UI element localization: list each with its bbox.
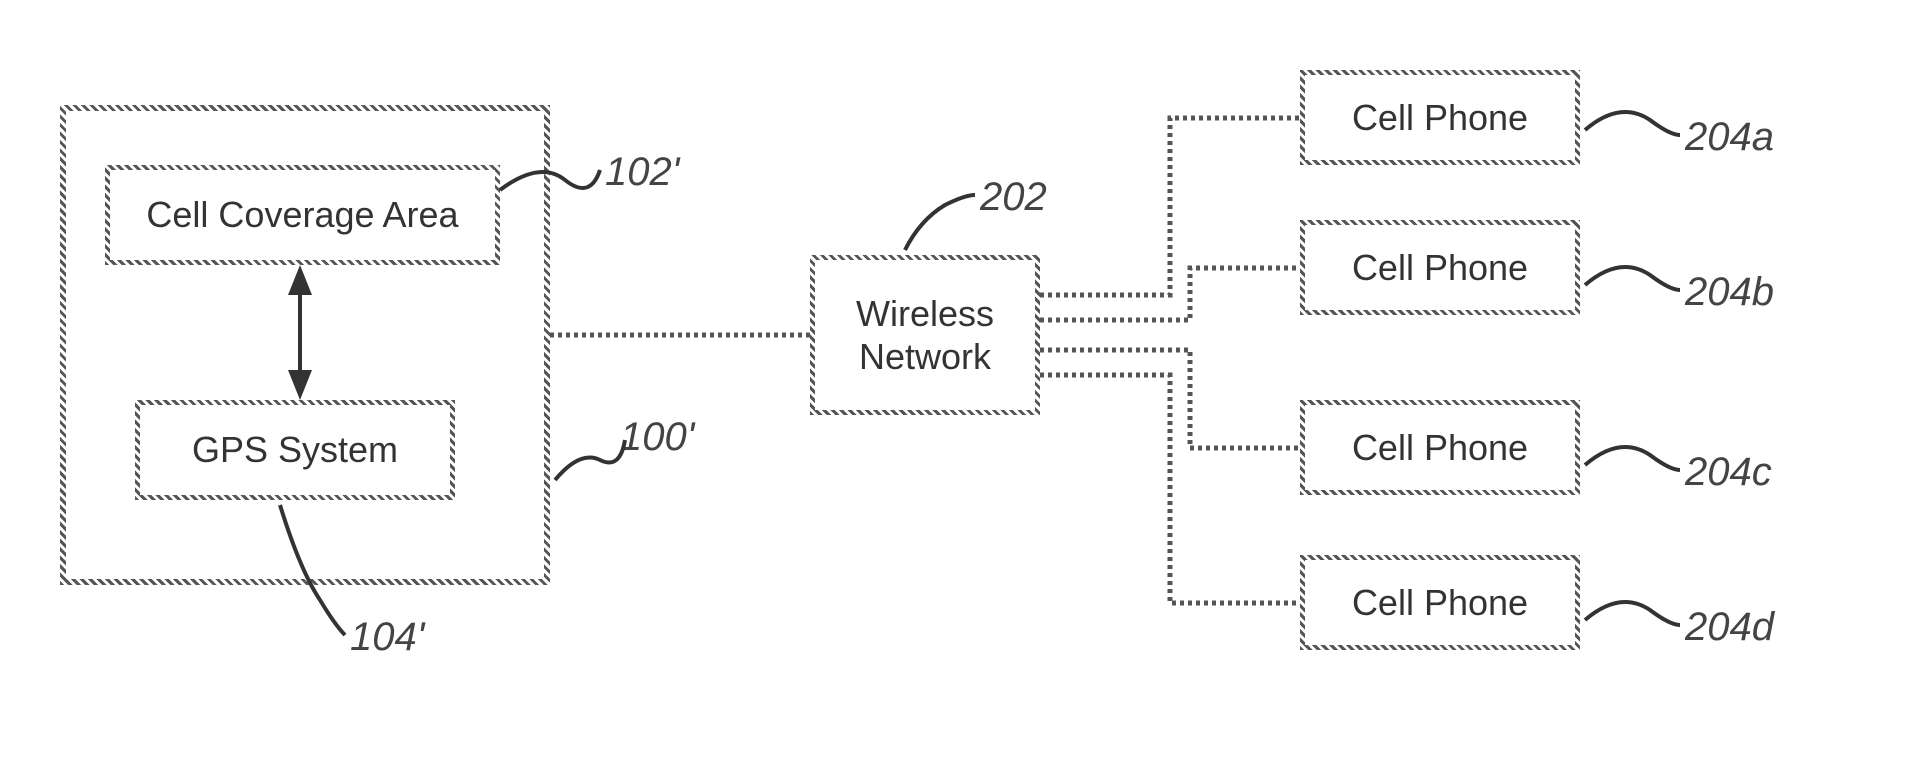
node-phone-d: Cell Phone <box>1300 555 1580 650</box>
node-phone-c: Cell Phone <box>1300 400 1580 495</box>
node-phone-a: Cell Phone <box>1300 70 1580 165</box>
node-gps: GPS System <box>135 400 455 500</box>
ref-204c: 204c <box>1685 450 1772 495</box>
ref-202: 202 <box>980 175 1047 220</box>
node-phone-c-label: Cell Phone <box>1352 426 1528 469</box>
ref-204a: 204a <box>1685 115 1774 160</box>
ref-102: 102' <box>605 150 679 195</box>
node-coverage-label: Cell Coverage Area <box>146 193 458 236</box>
node-phone-b-label: Cell Phone <box>1352 246 1528 289</box>
ref-104: 104' <box>350 615 424 660</box>
node-phone-b: Cell Phone <box>1300 220 1580 315</box>
ref-204d: 204d <box>1685 605 1774 650</box>
node-coverage: Cell Coverage Area <box>105 165 500 265</box>
ref-100: 100' <box>620 415 694 460</box>
node-network: WirelessNetwork <box>810 255 1040 415</box>
ref-204b: 204b <box>1685 270 1774 315</box>
node-network-label: WirelessNetwork <box>856 292 994 378</box>
node-phone-a-label: Cell Phone <box>1352 96 1528 139</box>
node-phone-d-label: Cell Phone <box>1352 581 1528 624</box>
node-gps-label: GPS System <box>192 428 398 471</box>
